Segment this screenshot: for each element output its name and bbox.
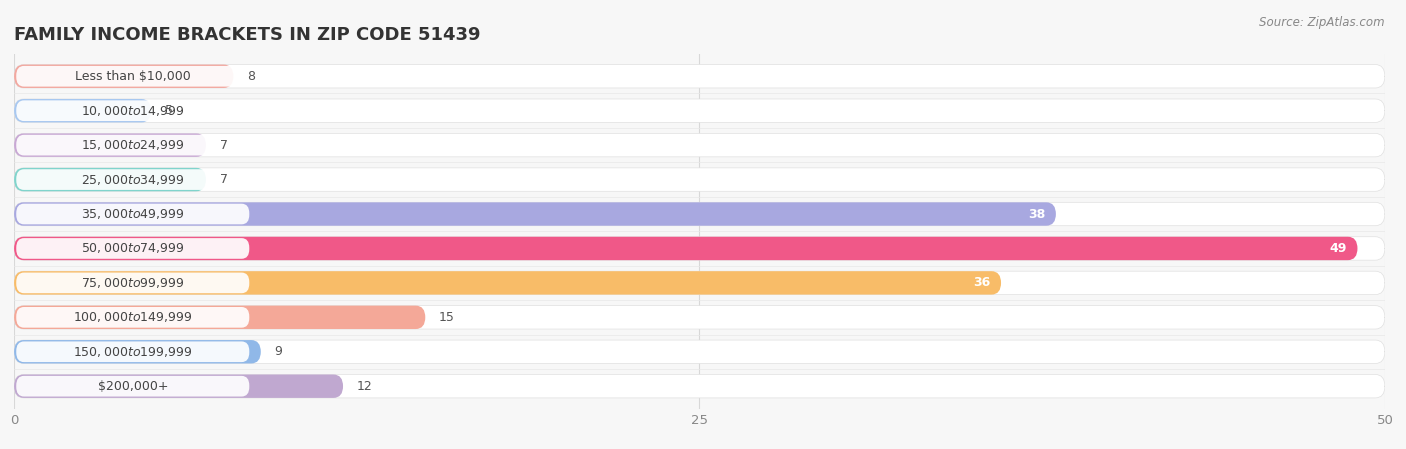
Text: 7: 7: [219, 173, 228, 186]
FancyBboxPatch shape: [14, 237, 1385, 260]
FancyBboxPatch shape: [14, 202, 1056, 226]
Text: FAMILY INCOME BRACKETS IN ZIP CODE 51439: FAMILY INCOME BRACKETS IN ZIP CODE 51439: [14, 26, 481, 44]
Text: $100,000 to $149,999: $100,000 to $149,999: [73, 310, 193, 324]
Text: $25,000 to $34,999: $25,000 to $34,999: [82, 172, 184, 187]
Text: 12: 12: [357, 380, 373, 393]
FancyBboxPatch shape: [14, 271, 1001, 295]
Text: 5: 5: [165, 104, 173, 117]
FancyBboxPatch shape: [14, 133, 1385, 157]
FancyBboxPatch shape: [14, 271, 1385, 295]
Text: $75,000 to $99,999: $75,000 to $99,999: [82, 276, 184, 290]
Text: Source: ZipAtlas.com: Source: ZipAtlas.com: [1260, 16, 1385, 29]
FancyBboxPatch shape: [17, 238, 249, 259]
Text: $15,000 to $24,999: $15,000 to $24,999: [82, 138, 184, 152]
FancyBboxPatch shape: [14, 133, 207, 157]
Text: $150,000 to $199,999: $150,000 to $199,999: [73, 345, 193, 359]
Text: 38: 38: [1028, 207, 1045, 220]
FancyBboxPatch shape: [14, 65, 1385, 88]
FancyBboxPatch shape: [17, 66, 249, 87]
FancyBboxPatch shape: [14, 202, 1385, 226]
FancyBboxPatch shape: [17, 169, 249, 190]
Text: 15: 15: [439, 311, 456, 324]
FancyBboxPatch shape: [14, 168, 1385, 191]
Text: 36: 36: [973, 277, 990, 290]
FancyBboxPatch shape: [14, 65, 233, 88]
Text: $200,000+: $200,000+: [97, 380, 169, 393]
Text: 49: 49: [1329, 242, 1347, 255]
Text: 7: 7: [219, 139, 228, 152]
Text: $10,000 to $14,999: $10,000 to $14,999: [82, 104, 184, 118]
FancyBboxPatch shape: [14, 340, 1385, 364]
FancyBboxPatch shape: [17, 101, 249, 121]
FancyBboxPatch shape: [14, 340, 262, 364]
FancyBboxPatch shape: [14, 99, 1385, 123]
FancyBboxPatch shape: [17, 307, 249, 328]
FancyBboxPatch shape: [14, 168, 207, 191]
FancyBboxPatch shape: [14, 374, 343, 398]
FancyBboxPatch shape: [17, 376, 249, 396]
Text: $35,000 to $49,999: $35,000 to $49,999: [82, 207, 184, 221]
FancyBboxPatch shape: [14, 374, 1385, 398]
FancyBboxPatch shape: [17, 135, 249, 155]
FancyBboxPatch shape: [14, 306, 1385, 329]
FancyBboxPatch shape: [14, 99, 152, 123]
FancyBboxPatch shape: [17, 204, 249, 224]
Text: Less than $10,000: Less than $10,000: [75, 70, 191, 83]
Text: 9: 9: [274, 345, 283, 358]
FancyBboxPatch shape: [17, 273, 249, 293]
FancyBboxPatch shape: [14, 237, 1358, 260]
Text: $50,000 to $74,999: $50,000 to $74,999: [82, 242, 184, 255]
FancyBboxPatch shape: [17, 341, 249, 362]
FancyBboxPatch shape: [14, 306, 425, 329]
Text: 8: 8: [247, 70, 254, 83]
